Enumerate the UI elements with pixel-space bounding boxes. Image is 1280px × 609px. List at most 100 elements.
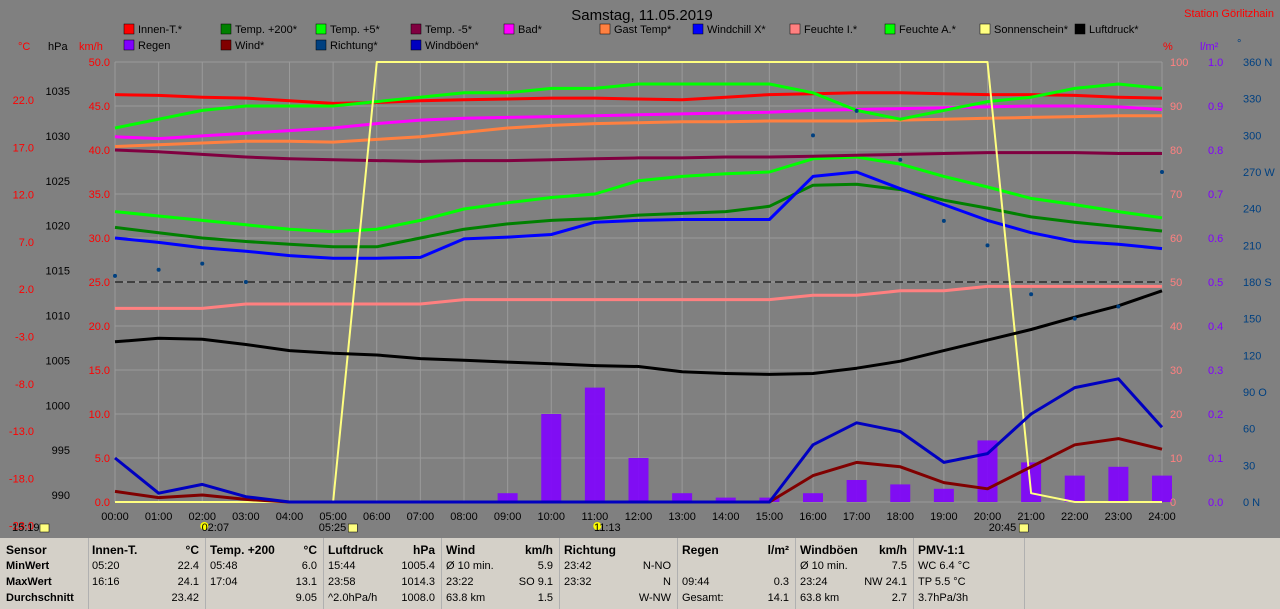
min-label: MinWert [6,560,50,572]
unit-kmh: km/h [79,41,103,53]
temp-tick: -23.0 [9,521,34,533]
moon-icon [200,522,209,530]
legend-label: Gast Temp* [614,24,672,36]
hpa-tick: 1020 [46,221,70,233]
stats-column-unit: °C [303,543,317,557]
stats-cell: 6.0 [301,560,317,572]
legend-swatch [503,23,515,35]
current-time: 15:19 [12,522,40,534]
direction-tick: 60 [1243,424,1255,436]
percent-tick: 20 [1170,409,1182,421]
moonset-icon [593,522,602,530]
stats-cell: 09:44 [682,576,710,588]
legend-label: Sonnenschein* [994,24,1069,36]
statistics-panel: Sensor MinWert MaxWert Durchschnitt Inne… [0,537,1280,609]
direction-dot [156,267,161,272]
stats-row: 17:04 13.1 [210,576,317,591]
legend-label: Feuchte A.* [899,24,957,36]
time-tick: 16:00 [799,511,827,523]
sensor-label: Sensor [6,543,47,557]
direction-tick: 0 N [1243,497,1260,509]
stats-row-labels: Sensor MinWert MaxWert Durchschnitt [0,538,89,609]
hpa-tick: 990 [52,490,70,502]
moonset-time: 11:13 [594,522,621,534]
kmh-tick: 20.0 [89,321,110,333]
stats-cell: 7.5 [891,560,907,572]
temp-tick: -8.0 [15,379,34,391]
stats-cell: 9.05 [295,592,317,604]
legend-label: Wind* [235,40,265,52]
legend-swatch [220,23,232,35]
stats-row [682,560,789,575]
direction-dot [898,157,903,162]
stats-column-title: Regen [682,543,719,557]
stats-row: 16:16 24.1 [92,576,199,591]
stats-row: Ø 10 min. 7.5 [800,560,907,575]
stats-column-title: Richtung [564,543,616,557]
direction-dot [1072,316,1077,321]
time-tick: 18:00 [886,511,914,523]
time-tick: 13:00 [668,511,696,523]
legend-swatch [692,23,704,35]
stats-cell: Ø 10 min. [446,560,494,572]
stats-column: Richtung 23:42 N-NO 23:32 N W-NW [560,538,678,609]
hpa-tick: 1035 [46,86,70,98]
rain-tick: 0.9 [1208,101,1223,113]
stats-row: 23:22 SO 9.1 [446,576,553,591]
time-markers: 15:19 02:07 05:25 11:13 20:45 [12,522,1029,534]
station-name: Station Görlitzhain [1184,8,1274,20]
legend-label: Windchill X* [707,24,766,36]
hpa-tick: 1000 [46,400,70,412]
stats-cell: 1008.0 [401,592,435,604]
direction-tick: 240 [1243,204,1261,216]
direction-tick: 210 [1243,240,1261,252]
stats-cell: WC 6.4 °C [918,560,971,572]
time-tick: 04:00 [276,511,304,523]
stats-row: 3.7hPa/3h [918,592,1018,607]
direction-tick: 330 [1243,94,1261,106]
hpa-tick: 1025 [46,176,70,188]
percent-tick: 0 [1170,497,1176,509]
rain-bar [1021,462,1042,502]
legend-swatch [315,39,327,51]
stats-row: 23:32 N [564,576,671,591]
percent-tick: 80 [1170,145,1182,157]
series-line [114,114,1162,148]
time-tick: 02:00 [188,511,216,523]
legend-swatch [123,39,135,51]
legend-label: Windböen* [425,40,480,52]
stats-cell: Gesamt: [682,592,724,604]
rain-bar [715,497,736,502]
stats-column-title: Temp. +200 [210,543,275,557]
direction-dot [941,218,946,223]
hpa-tick: 1005 [46,355,70,367]
stats-row: ^2.0hPa/h 1008.0 [328,592,435,607]
stats-column-unit: km/h [524,543,553,557]
stats-cell: 3.7hPa/3h [918,592,969,604]
stats-cell: 17:04 [210,576,238,588]
direction-dot [985,243,990,248]
stats-column-title: Wind [446,543,476,557]
legend-swatch [410,23,422,35]
time-tick: 20:00 [974,511,1002,523]
stats-row: 05:48 6.0 [210,560,317,575]
stats-row: 05:20 22.4 [92,560,199,575]
series-line [115,284,1162,310]
time-tick: 17:00 [843,511,871,523]
legend-swatch [1074,23,1086,35]
rain-tick: 0.6 [1208,233,1223,245]
stats-row: TP 5.5 °C [918,576,1018,591]
stats-cell: N-NO [642,560,671,572]
legend-swatch [979,23,991,35]
rain-bar [890,484,911,502]
time-tick: 09:00 [494,511,522,523]
rain-tick: 0.7 [1208,189,1223,201]
series-line [114,104,1163,141]
stats-row: WC 6.4 °C [918,560,1018,575]
stats-cell: 1.5 [537,592,553,604]
stats-cell: 23:24 [800,576,828,588]
rain-bar [497,493,518,502]
legend-label: Luftdruck* [1089,24,1139,36]
stats-column-title: PMV-1:1 [918,543,965,557]
kmh-tick: 25.0 [89,277,110,289]
